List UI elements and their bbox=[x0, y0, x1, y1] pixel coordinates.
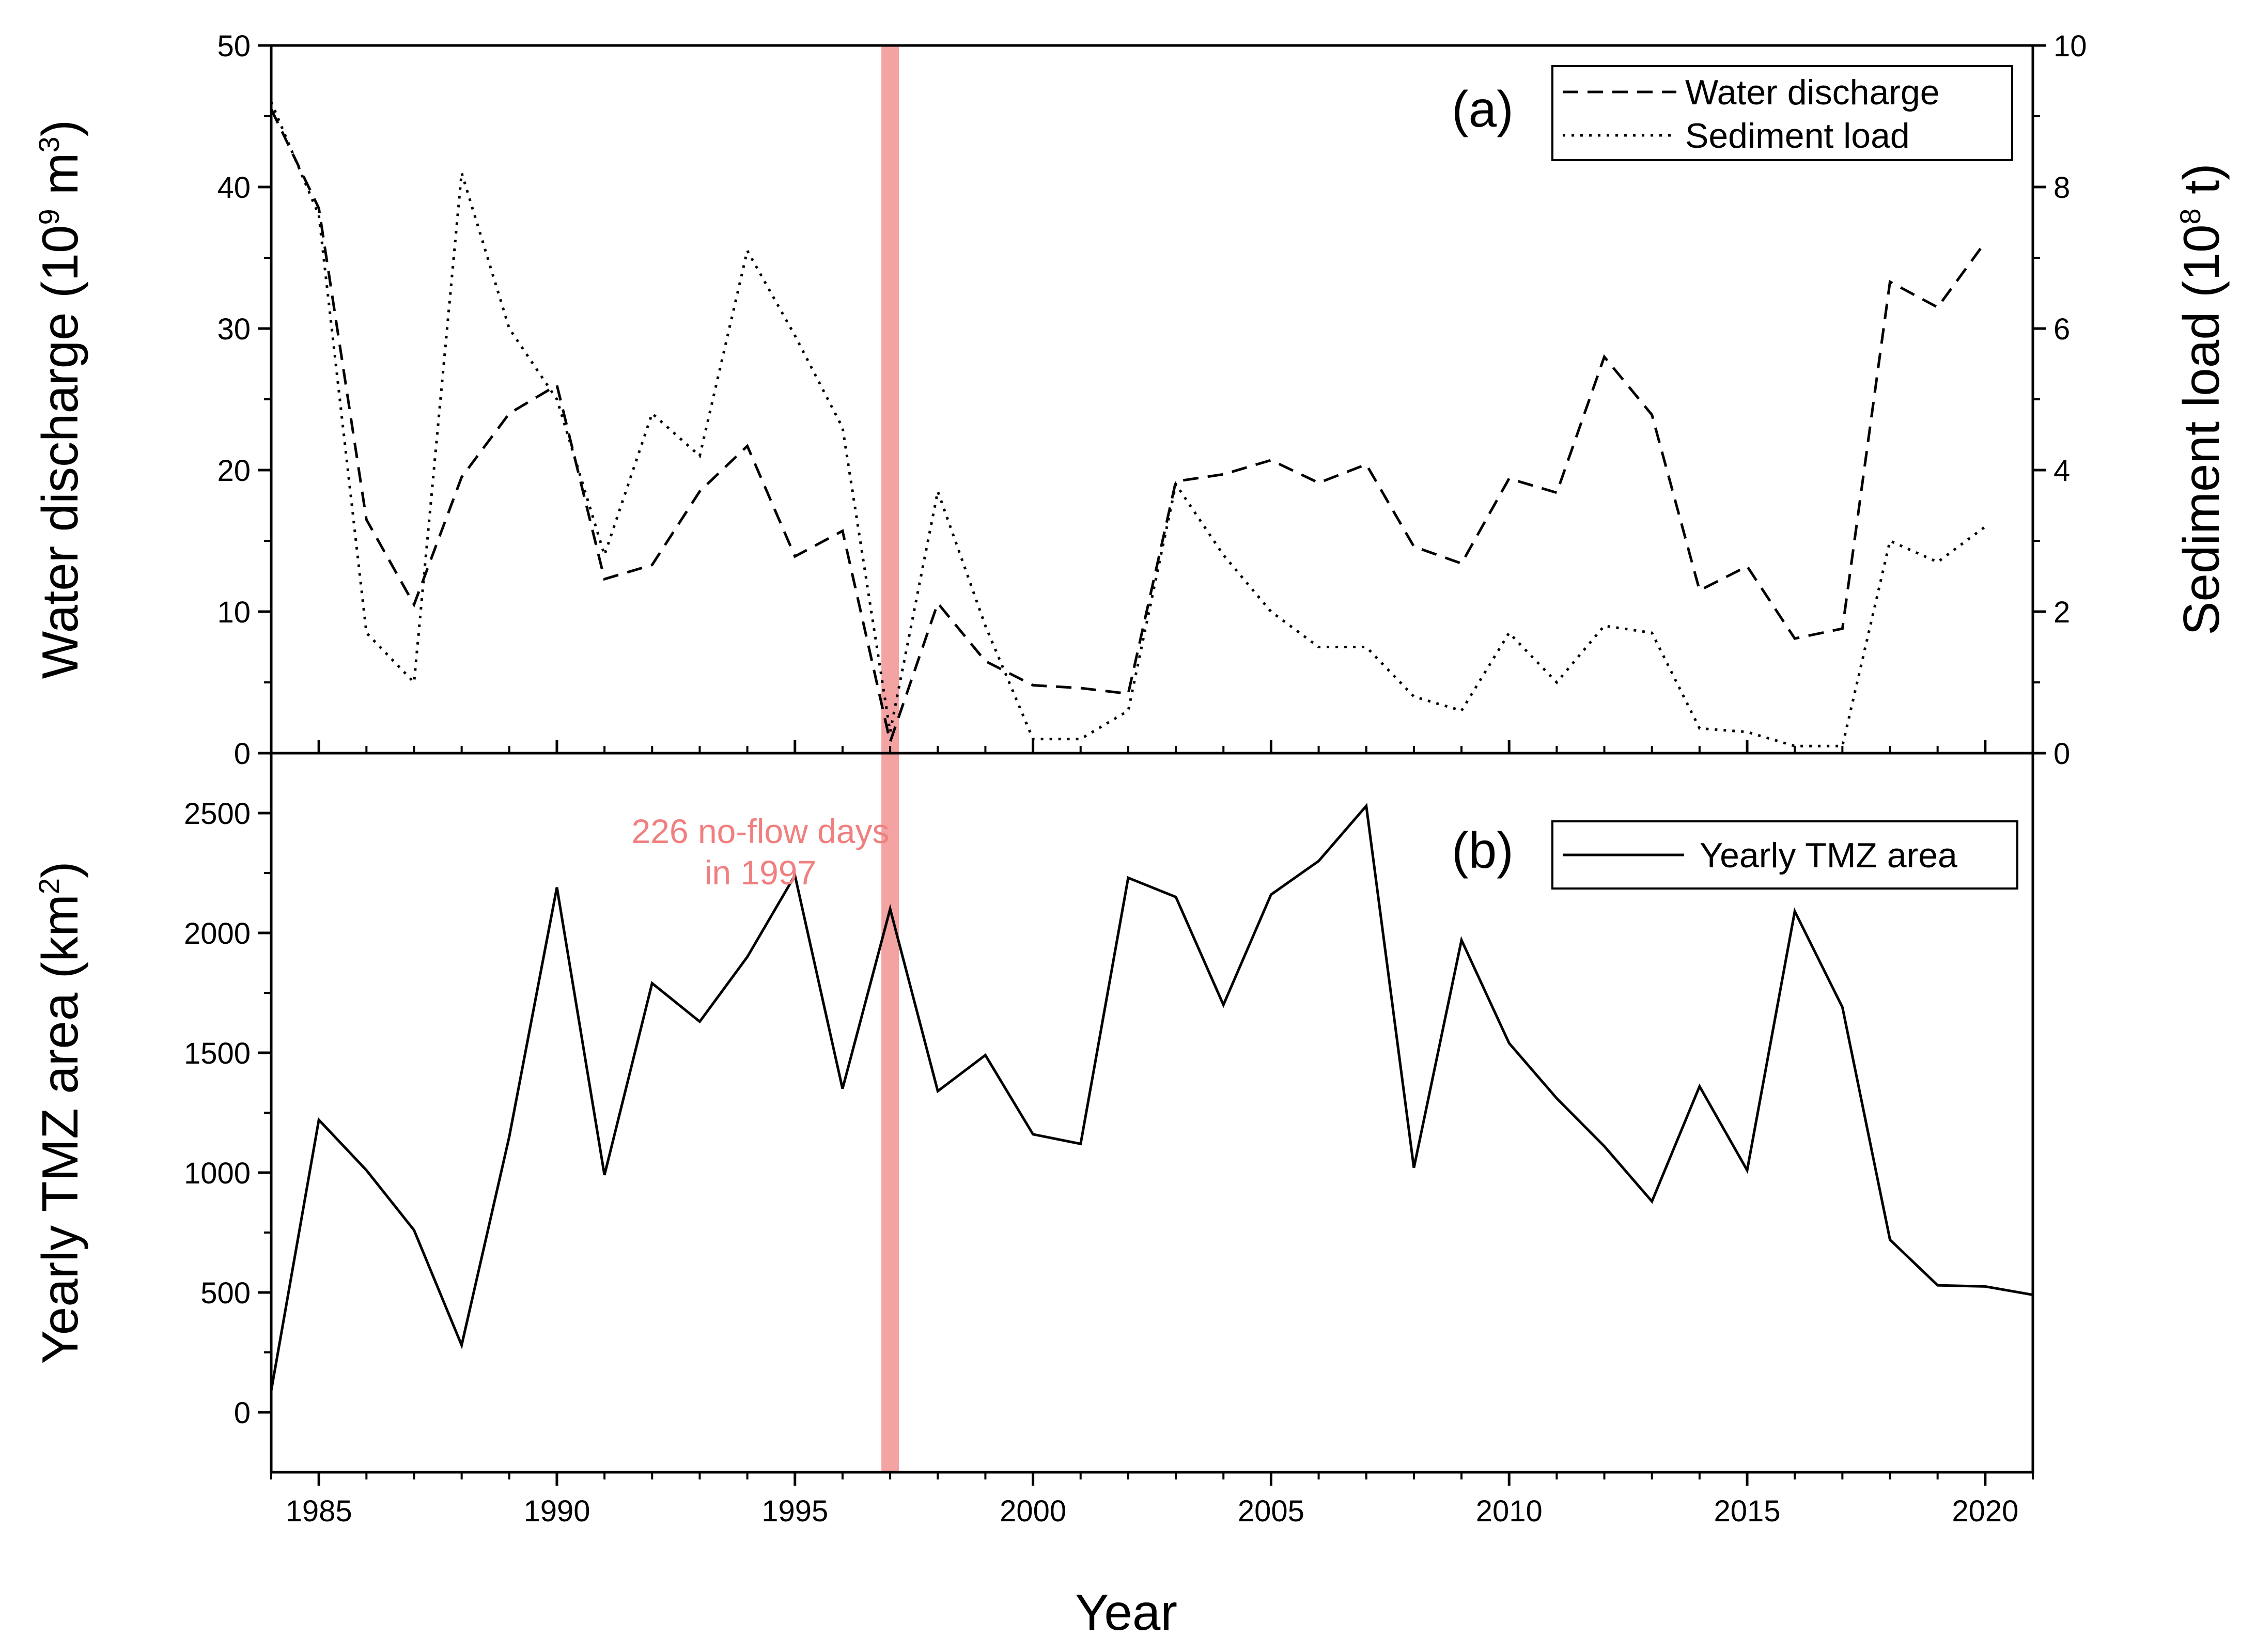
series-line-water-discharge bbox=[270, 108, 1986, 747]
panel-a-right-title-end: t) bbox=[2173, 163, 2230, 208]
x-tick-label: 1985 bbox=[286, 1494, 352, 1528]
legend-b: Yearly TMZ area bbox=[1551, 820, 2018, 890]
panel-a-left-axis-title: Water discharge (109 m3) bbox=[32, 120, 88, 679]
panel-a-left-title-main: Water discharge (10 bbox=[32, 225, 88, 679]
x-tick-label: 2000 bbox=[1000, 1494, 1066, 1528]
panel-a-left-title-sup: 9 bbox=[33, 209, 65, 225]
panel-a-right-tick-label: 6 bbox=[2053, 313, 2070, 346]
panel-a-left-title-unit: m bbox=[32, 153, 88, 209]
series-line-yearly-tmz-area bbox=[270, 803, 2033, 1391]
panel-a-series bbox=[270, 101, 1986, 747]
panel-b-left-title-sup: 2 bbox=[33, 878, 65, 894]
x-axis-title: Year bbox=[1075, 1584, 1177, 1641]
legend-a: Water discharge Sediment load bbox=[1551, 65, 2013, 161]
legend-label-tmz-area: Yearly TMZ area bbox=[1700, 836, 1957, 875]
panel-a-right-title-main: Sediment load (10 bbox=[2173, 224, 2230, 635]
panel-b-label: (b) bbox=[1452, 822, 1514, 879]
x-tick-label: 1995 bbox=[761, 1494, 828, 1528]
panel-a-right-tick-label: 10 bbox=[2053, 29, 2087, 63]
panel-a-left-tick-label: 20 bbox=[217, 454, 251, 488]
panel-a-left-tick-label: 40 bbox=[217, 171, 251, 205]
x-tick-label: 2015 bbox=[1714, 1494, 1781, 1528]
panel-a-left-tick-label: 50 bbox=[217, 29, 251, 63]
panel-b-left-tick-label: 1500 bbox=[184, 1037, 251, 1070]
panel-a-left-tick-label: 10 bbox=[217, 596, 251, 629]
panel-a-left-tick-label: 30 bbox=[217, 313, 251, 346]
panel-a-right-tick-label: 8 bbox=[2053, 171, 2070, 205]
panel-a-right-tick-label: 0 bbox=[2053, 737, 2070, 771]
no-flow-highlight-band bbox=[881, 45, 899, 1472]
series-line-sediment-load bbox=[270, 101, 1986, 747]
panel-a-right-tick-label: 4 bbox=[2053, 454, 2070, 488]
x-axis: 1985 1990 1995 2000 2005 2010 2015 2020 bbox=[270, 740, 2034, 1528]
panel-a-left-tick-label: 0 bbox=[234, 737, 251, 771]
panel-b-left-tick-label: 500 bbox=[200, 1276, 251, 1310]
panel-a-label: (a) bbox=[1452, 81, 1514, 137]
legend-label-water-discharge: Water discharge bbox=[1685, 73, 1940, 112]
panel-a-left-title-end: ) bbox=[32, 120, 88, 137]
annotation-line-1: 226 no-flow days bbox=[632, 812, 890, 850]
x-tick-label: 2005 bbox=[1238, 1494, 1304, 1528]
panel-b-left-title-end: ) bbox=[32, 861, 88, 878]
panel-a-right-title-sup: 8 bbox=[2174, 208, 2206, 224]
panel-b-left-title-main: Yearly TMZ area (km bbox=[32, 894, 88, 1364]
x-tick-label: 1990 bbox=[523, 1494, 590, 1528]
annotation-line-2: in 1997 bbox=[705, 853, 817, 892]
panel-b-left-tick-label: 1000 bbox=[184, 1157, 251, 1190]
x-tick-label: 2010 bbox=[1476, 1494, 1543, 1528]
panel-a-left-axis: 0 10 20 30 40 50 bbox=[217, 29, 271, 771]
legend-label-sediment-load: Sediment load bbox=[1685, 116, 1910, 155]
panel-b-left-axis-title: Yearly TMZ area (km2) bbox=[32, 861, 88, 1364]
panel-b-left-tick-label: 2500 bbox=[184, 797, 251, 831]
panel-b-series bbox=[270, 803, 2033, 1391]
panel-b-left-tick-label: 0 bbox=[234, 1396, 251, 1430]
panel-a-right-tick-label: 2 bbox=[2053, 596, 2070, 629]
x-tick-label: 2020 bbox=[1952, 1494, 2018, 1528]
panel-b-left-axis: 0 500 1000 1500 2000 2500 bbox=[184, 752, 271, 1430]
panel-a-right-axis-title: Sediment load (108 t) bbox=[2173, 163, 2230, 635]
panel-a-left-title-sup2: 3 bbox=[33, 136, 65, 152]
panel-a-right-axis: 0 2 4 6 8 10 bbox=[2033, 29, 2087, 771]
panel-b-left-tick-label: 2000 bbox=[184, 917, 251, 950]
legend-a-box bbox=[1551, 65, 2013, 161]
